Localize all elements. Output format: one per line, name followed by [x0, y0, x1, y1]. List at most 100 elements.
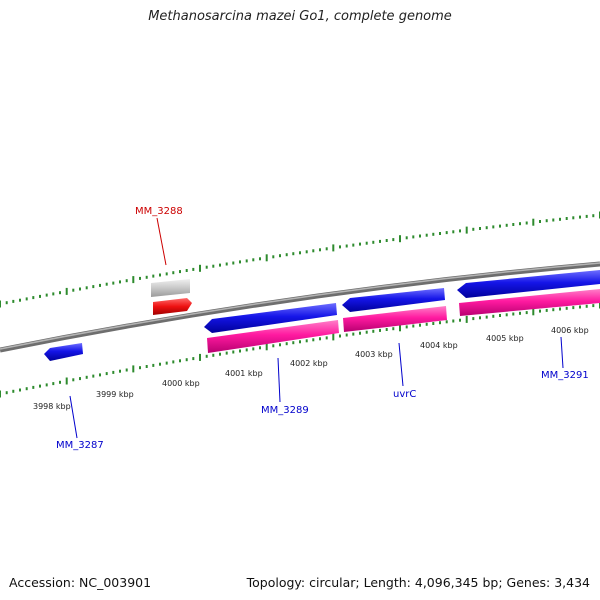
inner-tick [99, 373, 101, 377]
outer-tick [432, 232, 435, 236]
inner-tick [439, 321, 441, 325]
inner-tick [352, 332, 355, 336]
gene-uvrc-cds[interactable] [342, 288, 445, 312]
inner-tick [459, 318, 461, 322]
inner-tick [472, 317, 475, 321]
inner-tick [325, 336, 328, 340]
outer-tick [299, 251, 301, 255]
outer-tick [379, 239, 381, 243]
outer-tick [365, 241, 368, 245]
outer-tick [565, 217, 568, 220]
outer-tick [559, 217, 561, 221]
outer-tick [139, 276, 141, 280]
inner-tick [272, 344, 275, 348]
inner-tick [232, 350, 235, 354]
outer-tick [79, 287, 81, 291]
inner-tick [285, 342, 288, 346]
gene-label-mm3287[interactable]: MM_3287 [56, 440, 104, 451]
inner-tick [72, 378, 75, 382]
gene-uvrc-feature[interactable] [343, 306, 447, 332]
inner-tick [432, 322, 435, 325]
outer-tick [579, 215, 581, 219]
outer-tick [585, 214, 588, 218]
accession-text: Accession: NC_003901 [9, 575, 152, 590]
outer-tick-ring [0, 211, 600, 308]
inner-tick [505, 313, 508, 317]
inner-tick [65, 377, 68, 385]
inner-tick [219, 352, 221, 356]
inner-tick [519, 311, 521, 315]
inner-tick [405, 325, 408, 329]
inner-tick [299, 340, 301, 344]
outer-tick [285, 253, 288, 257]
outer-tick [12, 299, 15, 303]
inner-tick [345, 333, 348, 337]
inner-tick [365, 330, 368, 334]
outer-tick [332, 244, 335, 252]
inner-tick [392, 327, 395, 331]
gene-mm3287-cds[interactable] [44, 343, 83, 361]
outer-tick [219, 263, 221, 267]
gene-label-mm3288[interactable]: MM_3288 [135, 206, 183, 217]
inner-tick [112, 370, 115, 374]
outer-tick [459, 229, 461, 233]
gene-label-mm3291[interactable]: MM_3291 [541, 370, 589, 381]
outer-tick [552, 218, 555, 222]
outer-tick [212, 264, 215, 268]
gene-mm3288-red[interactable] [153, 298, 192, 315]
outer-tick [592, 214, 595, 218]
outer-tick [19, 298, 21, 302]
inner-tick [39, 384, 41, 388]
scale-label: 4006 kbp [551, 326, 589, 335]
inner-tick [179, 359, 181, 363]
outer-tick [312, 249, 315, 253]
outer-tick [199, 264, 201, 272]
inner-tick [185, 358, 188, 362]
inner-tick [225, 351, 228, 355]
gene-mm3289-cds[interactable] [204, 303, 337, 333]
gene-label-mm3289[interactable]: MM_3289 [261, 405, 309, 416]
inner-tick [52, 382, 55, 386]
outer-tick [265, 254, 268, 262]
outer-tick [319, 248, 321, 252]
outer-tick [232, 261, 235, 265]
outer-tick [539, 220, 541, 223]
inner-tick [19, 388, 21, 392]
inner-tick [5, 391, 8, 395]
outer-tick [499, 224, 501, 228]
map-title: Methanosarcina mazei Go1, complete genom… [148, 9, 452, 24]
inner-tick [25, 387, 28, 391]
inner-tick [425, 322, 428, 326]
inner-tick [379, 328, 381, 332]
outer-tick [65, 287, 68, 295]
outer-tick [485, 226, 488, 230]
inner-tick [105, 372, 108, 376]
outer-tick [505, 223, 508, 227]
outer-tick [465, 226, 468, 234]
inner-tick [445, 320, 448, 324]
inner-tick [205, 354, 208, 358]
outer-tick [132, 276, 135, 284]
gene-mm3288-gray[interactable] [151, 279, 190, 297]
outer-tick [119, 280, 121, 284]
inner-tick [419, 323, 421, 327]
inner-tick [565, 306, 568, 310]
gene-mm3289-feature[interactable] [207, 320, 339, 353]
outer-tick [479, 227, 481, 230]
outer-tick [345, 244, 348, 248]
inner-tick [312, 338, 315, 342]
outer-tick [99, 283, 101, 287]
scale-label: 4004 kbp [420, 341, 458, 350]
outer-tick [445, 231, 448, 235]
outer-tick [52, 292, 55, 296]
inner-tick [92, 374, 95, 378]
gene-label-uvrc[interactable]: uvrC [393, 389, 416, 400]
outer-tick [525, 221, 528, 225]
outer-tick [532, 218, 535, 226]
inner-tick [465, 315, 468, 323]
outer-tick [252, 258, 255, 262]
gene-mm3291-cds[interactable] [457, 270, 600, 298]
outer-tick [179, 270, 181, 274]
gene-mm3291-feature[interactable] [459, 289, 600, 316]
outer-tick [59, 291, 61, 295]
